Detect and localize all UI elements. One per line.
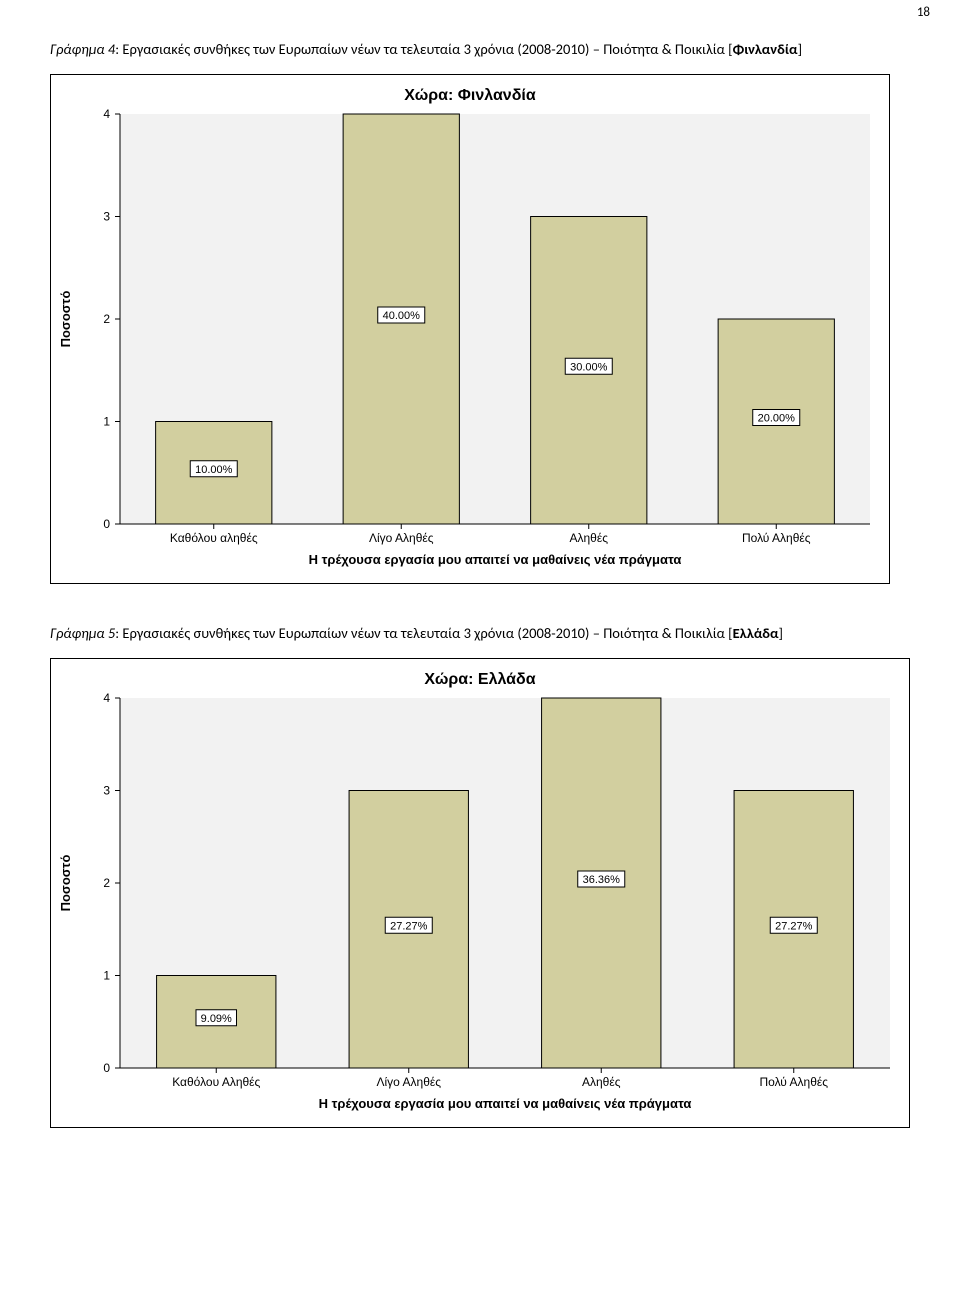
svg-text:4: 4	[103, 691, 110, 705]
svg-text:Καθόλου αληθές: Καθόλου αληθές	[170, 531, 258, 545]
svg-text:Πολύ Αληθές: Πολύ Αληθές	[759, 1075, 828, 1089]
chart5-caption: Γράφημα 5: Εργασιακές συνθήκες των Ευρωπ…	[50, 619, 910, 648]
svg-text:1: 1	[103, 968, 110, 982]
svg-text:4: 4	[103, 107, 110, 121]
svg-text:36.36%: 36.36%	[583, 874, 621, 886]
svg-text:2: 2	[103, 876, 110, 890]
chart-finland: Χώρα: Φινλανδία 0 1 2 3 4 Ποσοστό 10.00% Καθόλου…	[50, 74, 910, 589]
caption-tail: ]	[798, 40, 802, 58]
svg-text:10.00%: 10.00%	[195, 463, 233, 475]
page-number: 18	[917, 5, 930, 20]
caption-lead: Γράφημα 4	[50, 40, 115, 58]
caption-country: Φινλανδία	[733, 40, 798, 58]
svg-text:1: 1	[103, 414, 110, 428]
svg-text:Καθόλου Αληθές: Καθόλου Αληθές	[172, 1075, 260, 1089]
svg-text:Η τρέχουσα εργασία μου απαιτεί: Η τρέχουσα εργασία μου απαιτεί να μαθαίν…	[319, 1096, 692, 1111]
svg-text:3: 3	[103, 209, 110, 223]
svg-text:0: 0	[103, 1061, 110, 1075]
svg-text:Η τρέχουσα εργασία μου απαιτεί: Η τρέχουσα εργασία μου απαιτεί να μαθαίν…	[309, 552, 682, 567]
svg-text:3: 3	[103, 783, 110, 797]
caption-body: : Εργασιακές συνθήκες των Ευρωπαίων νέων…	[115, 40, 732, 58]
svg-text:Χώρα: Φινλανδία: Χώρα: Φινλανδία	[404, 87, 536, 104]
svg-text:40.00%: 40.00%	[383, 310, 421, 322]
svg-text:30.00%: 30.00%	[570, 361, 608, 373]
svg-text:Ποσοστό: Ποσοστό	[58, 854, 73, 911]
chart4-caption: Γράφημα 4: Εργασιακές συνθήκες των Ευρωπ…	[50, 35, 910, 64]
svg-text:Χώρα: Ελλάδα: Χώρα: Ελλάδα	[424, 671, 535, 688]
caption-tail: ]	[779, 624, 783, 642]
svg-text:Αληθές: Αληθές	[570, 531, 609, 545]
svg-text:27.27%: 27.27%	[390, 920, 428, 932]
svg-text:Λίγο Αληθές: Λίγο Αληθές	[376, 1075, 441, 1089]
caption-country: Ελλάδα	[733, 624, 779, 642]
caption-lead: Γράφημα 5	[50, 624, 115, 642]
svg-text:9.09%: 9.09%	[201, 1012, 232, 1024]
svg-text:2: 2	[103, 312, 110, 326]
svg-text:Πολύ Αληθές: Πολύ Αληθές	[742, 531, 811, 545]
svg-text:Λίγο Αληθές: Λίγο Αληθές	[369, 531, 434, 545]
svg-text:27.27%: 27.27%	[775, 920, 813, 932]
svg-text:20.00%: 20.00%	[758, 412, 796, 424]
chart-greece: Χώρα: Ελλάδα 0 1 2 3 4 Ποσοστό 9.09% Καθόλου Αλη…	[50, 658, 910, 1133]
svg-text:0: 0	[103, 517, 110, 531]
caption-body: : Εργασιακές συνθήκες των Ευρωπαίων νέων…	[115, 624, 732, 642]
svg-text:Ποσοστό: Ποσοστό	[58, 290, 73, 347]
svg-text:Αληθές: Αληθές	[582, 1075, 621, 1089]
